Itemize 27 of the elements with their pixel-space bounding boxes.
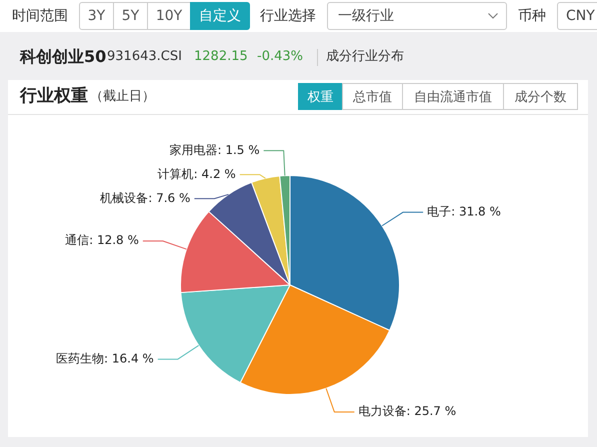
text: -0.43% bbox=[257, 49, 303, 65]
text: 行业选择 bbox=[260, 8, 316, 24]
dropdown-field: 一级行业 bbox=[327, 2, 507, 30]
segment-button: 自定义 bbox=[190, 2, 250, 30]
slice-label: 医药生物: 16.4 % bbox=[56, 351, 154, 366]
text: 币种 bbox=[518, 8, 546, 24]
chart-subtitle: （截止日） bbox=[90, 89, 155, 105]
slice-label: 计算机: 4.2 % bbox=[158, 166, 236, 181]
slice-label: 电力设备: 25.7 % bbox=[358, 404, 456, 418]
segment-button: 10Y bbox=[147, 2, 191, 30]
text: 1282.15 bbox=[194, 49, 248, 65]
select-field: CNY bbox=[557, 2, 597, 30]
tab: 成分个数 bbox=[503, 83, 578, 110]
tab: 权重 bbox=[298, 83, 343, 110]
chart-title: 行业权重 bbox=[20, 86, 88, 106]
slice-label: 电子: 31.8 % bbox=[427, 204, 501, 218]
text: 931643.CSI bbox=[107, 49, 182, 65]
text: 成分行业分布 bbox=[326, 49, 404, 65]
slice-label: 通信: 12.8 % bbox=[65, 233, 139, 248]
slice-label: 机械设备: 7.6 % bbox=[100, 190, 190, 205]
segment-button: 3Y bbox=[79, 2, 114, 30]
text: 时间范围 bbox=[12, 8, 68, 24]
tab: 总市值 bbox=[342, 83, 403, 110]
tab: 自由流通市值 bbox=[402, 83, 504, 110]
text: 科创创业50 bbox=[20, 47, 106, 67]
slice-label: 家用电器: 1.5 % bbox=[169, 142, 260, 157]
segment-button: 5Y bbox=[113, 2, 148, 30]
